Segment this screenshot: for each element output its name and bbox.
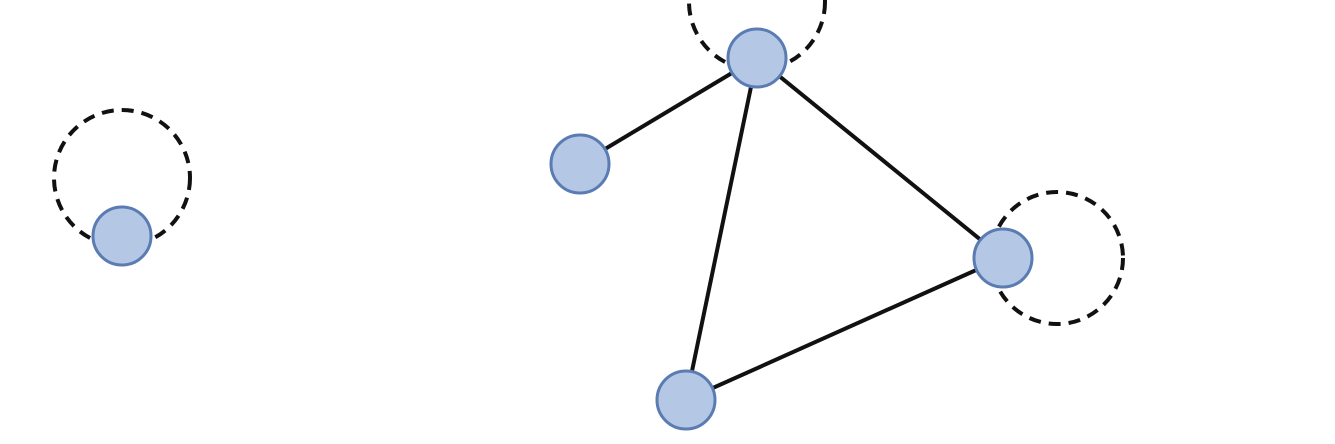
node-right bbox=[972, 227, 1034, 289]
edge-top-left bbox=[578, 56, 759, 166]
node-left bbox=[549, 133, 611, 195]
node-top bbox=[726, 27, 788, 89]
nodes-layer bbox=[91, 27, 1034, 431]
node-isolated bbox=[91, 205, 153, 267]
edge-top-right bbox=[755, 56, 1005, 260]
edge-top-bottom bbox=[684, 57, 759, 401]
node-bottom bbox=[655, 369, 717, 431]
edge-right-bottom bbox=[685, 256, 1004, 402]
edges-layer bbox=[578, 56, 1005, 402]
